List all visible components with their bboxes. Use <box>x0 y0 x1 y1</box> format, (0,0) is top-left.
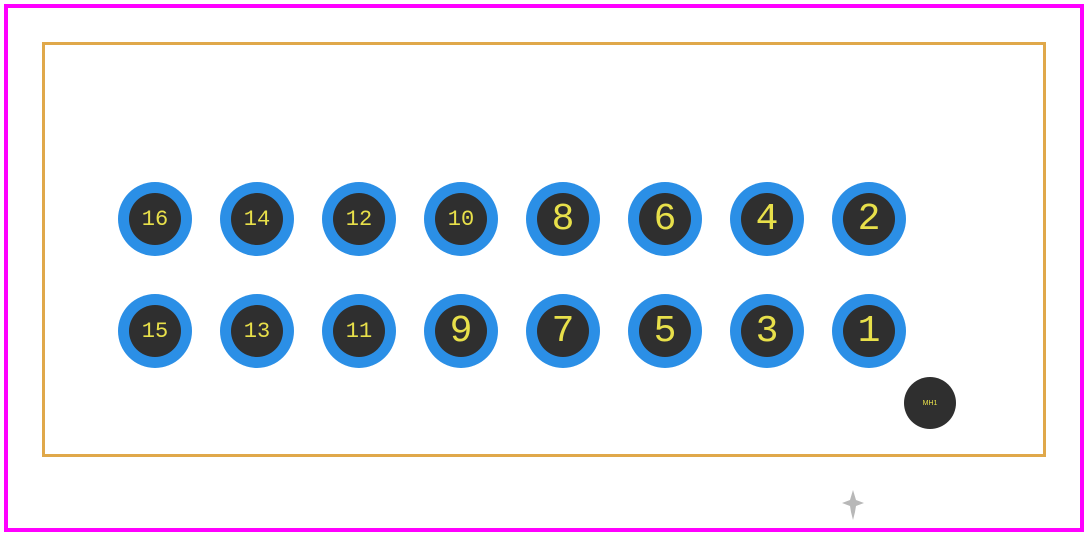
pin-11: 11 <box>322 294 396 368</box>
pin-16: 16 <box>118 182 192 256</box>
pin-inner-11: 11 <box>333 305 385 357</box>
pin-inner-13: 13 <box>231 305 283 357</box>
pin-5: 5 <box>628 294 702 368</box>
pin-inner-4: 4 <box>741 193 793 245</box>
pin-inner-7: 7 <box>537 305 589 357</box>
pin-inner-15: 15 <box>129 305 181 357</box>
pin-7: 7 <box>526 294 600 368</box>
pin-inner-3: 3 <box>741 305 793 357</box>
pin-15: 15 <box>118 294 192 368</box>
pin-inner-9: 9 <box>435 305 487 357</box>
pin-inner-2: 2 <box>843 193 895 245</box>
pin-8: 8 <box>526 182 600 256</box>
pin-inner-5: 5 <box>639 305 691 357</box>
pin-inner-8: 8 <box>537 193 589 245</box>
pin-inner-12: 12 <box>333 193 385 245</box>
fiducial-dot: MH1 <box>904 377 956 429</box>
pin-9: 9 <box>424 294 498 368</box>
pin-inner-16: 16 <box>129 193 181 245</box>
pin-14: 14 <box>220 182 294 256</box>
pin-2: 2 <box>832 182 906 256</box>
cursor-arrow-icon <box>842 490 864 520</box>
fiducial-label: MH1 <box>923 400 938 407</box>
pin-13: 13 <box>220 294 294 368</box>
pin-inner-14: 14 <box>231 193 283 245</box>
pin-inner-10: 10 <box>435 193 487 245</box>
pin-inner-6: 6 <box>639 193 691 245</box>
pin-10: 10 <box>424 182 498 256</box>
pin-inner-1: 1 <box>843 305 895 357</box>
pin-12: 12 <box>322 182 396 256</box>
pin-3: 3 <box>730 294 804 368</box>
pin-4: 4 <box>730 182 804 256</box>
pin-6: 6 <box>628 182 702 256</box>
pin-1: 1 <box>832 294 906 368</box>
